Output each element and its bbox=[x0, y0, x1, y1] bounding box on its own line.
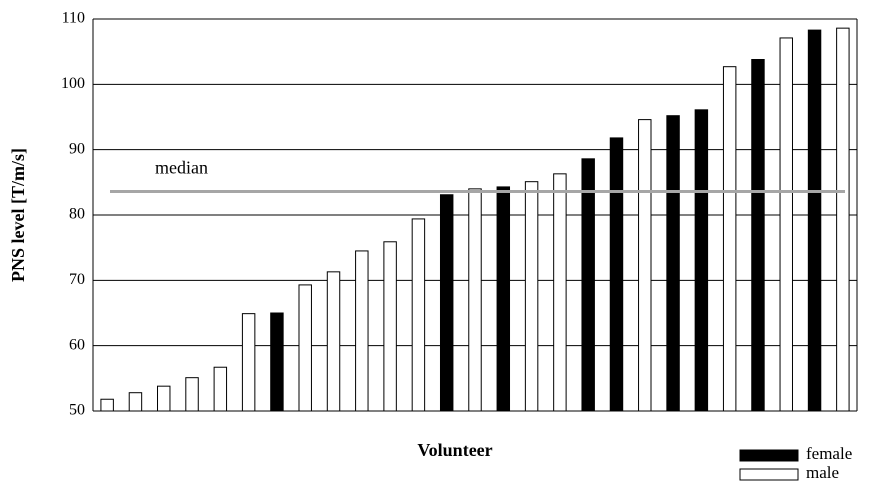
y-tick-label: 100 bbox=[61, 75, 85, 92]
bar bbox=[553, 173, 567, 412]
bar bbox=[638, 119, 652, 412]
bar bbox=[722, 66, 737, 412]
bar bbox=[807, 29, 822, 412]
legend-swatch bbox=[739, 468, 799, 481]
bar bbox=[751, 59, 765, 412]
bar bbox=[326, 271, 341, 412]
bar bbox=[496, 186, 511, 412]
bar bbox=[694, 109, 709, 412]
bar bbox=[524, 181, 539, 412]
bar bbox=[666, 115, 680, 412]
bar bbox=[439, 194, 454, 412]
y-tick-label: 90 bbox=[69, 140, 85, 157]
bar bbox=[298, 284, 312, 412]
bar bbox=[609, 137, 624, 412]
bar bbox=[213, 366, 228, 412]
bar bbox=[157, 385, 171, 412]
median-label: median bbox=[155, 158, 208, 178]
bar bbox=[411, 218, 426, 412]
bar bbox=[383, 241, 397, 412]
bar bbox=[100, 398, 114, 412]
legend-label: female bbox=[806, 444, 852, 463]
bar bbox=[355, 250, 369, 412]
bar bbox=[779, 37, 793, 412]
bar bbox=[185, 377, 199, 412]
legend-swatch bbox=[739, 449, 799, 462]
y-tick-label: 60 bbox=[69, 336, 85, 353]
y-tick-label: 50 bbox=[69, 402, 85, 419]
bar bbox=[128, 392, 143, 412]
y-tick-label: 110 bbox=[62, 10, 85, 27]
x-axis-label: Volunteer bbox=[417, 440, 492, 460]
bar bbox=[241, 313, 256, 412]
y-tick-label: 70 bbox=[69, 271, 85, 288]
bar bbox=[836, 27, 850, 412]
y-tick-label: 80 bbox=[69, 206, 85, 223]
bar bbox=[468, 188, 482, 412]
bar bbox=[581, 158, 595, 412]
bar bbox=[270, 312, 284, 412]
y-axis-label: PNS level [T/m/s] bbox=[8, 148, 28, 282]
legend-label: male bbox=[806, 463, 839, 482]
